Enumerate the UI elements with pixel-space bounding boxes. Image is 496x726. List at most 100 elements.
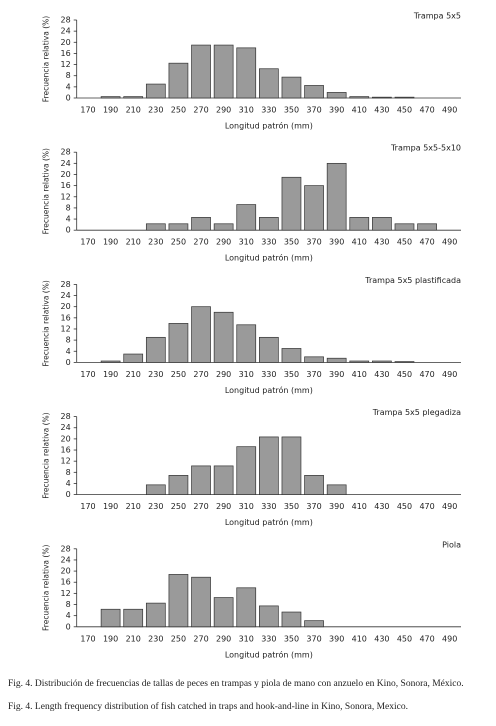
x-tick-label: 390 [329, 634, 344, 643]
y-tick-label: 24 [61, 27, 71, 36]
x-tick-label: 410 [352, 238, 367, 247]
y-tick-label: 20 [61, 38, 71, 47]
x-tick-label: 270 [193, 238, 208, 247]
y-tick-label: 8 [66, 336, 71, 345]
bar [349, 360, 370, 363]
x-axis-label: Longitud patrón (mm) [225, 121, 313, 131]
x-tick-label: 390 [329, 106, 344, 115]
x-tick-label: 230 [148, 238, 163, 247]
bar [281, 436, 302, 495]
y-tick-label: 12 [61, 324, 71, 333]
bar [259, 436, 279, 495]
x-axis-label: Longitud patrón (mm) [225, 253, 313, 263]
x-tick-label: 190 [103, 370, 118, 379]
bar [213, 44, 234, 99]
bar [236, 47, 257, 99]
bar [145, 223, 166, 231]
x-tick-label: 270 [193, 634, 208, 643]
y-tick-label: 16 [61, 181, 71, 190]
x-tick-label: 390 [329, 502, 344, 511]
bar [394, 361, 415, 363]
x-tick-label: 390 [329, 238, 344, 247]
x-tick-label: 230 [148, 502, 163, 511]
x-tick-label: 470 [419, 106, 434, 115]
x-tick-label: 370 [306, 370, 321, 379]
bar [326, 484, 347, 495]
x-tick-label: 450 [397, 370, 412, 379]
x-axis-label: Longitud patrón (mm) [225, 385, 313, 395]
x-tick-label: 210 [126, 238, 141, 247]
bar [168, 475, 189, 495]
bar [168, 62, 189, 99]
x-tick-label: 490 [442, 634, 457, 643]
x-tick-label: 210 [126, 634, 141, 643]
y-tick-label: 16 [61, 313, 71, 322]
y-tick-label: 8 [66, 600, 71, 609]
x-tick-label: 310 [239, 370, 254, 379]
y-tick-label: 12 [61, 60, 71, 69]
y-tick-label: 28 [61, 148, 71, 157]
x-tick-label: 270 [193, 502, 208, 511]
bar [100, 360, 121, 363]
bar [326, 357, 347, 363]
bar [191, 465, 211, 495]
y-tick-label: 20 [61, 567, 71, 576]
x-tick-label: 310 [239, 238, 254, 247]
chart-title: Trampa 5x5-5x10 [390, 144, 461, 153]
y-tick-label: 28 [61, 16, 71, 25]
x-tick-label: 210 [126, 370, 141, 379]
y-tick-label: 4 [66, 479, 71, 488]
x-tick-label: 470 [419, 502, 434, 511]
bar [213, 223, 234, 231]
x-tick-label: 490 [442, 106, 457, 115]
x-tick-label: 350 [284, 634, 299, 643]
x-tick-label: 210 [126, 502, 141, 511]
x-tick-label: 210 [126, 106, 141, 115]
y-tick-label: 0 [66, 358, 71, 367]
bar [100, 608, 121, 628]
y-tick-label: 24 [61, 555, 71, 564]
bar [236, 446, 257, 495]
x-tick-label: 270 [193, 106, 208, 115]
y-tick-label: 28 [61, 280, 71, 289]
bar [123, 608, 144, 628]
y-tick-label: 0 [66, 226, 71, 235]
y-tick-label: 4 [66, 215, 71, 224]
y-tick-label: 20 [61, 302, 71, 311]
x-tick-label: 470 [419, 370, 434, 379]
x-tick-label: 430 [374, 106, 389, 115]
bar [259, 605, 279, 628]
x-tick-label: 430 [374, 238, 389, 247]
x-tick-label: 490 [442, 502, 457, 511]
x-tick-label: 350 [284, 502, 299, 511]
x-tick-label: 190 [103, 238, 118, 247]
y-tick-label: 28 [61, 544, 71, 553]
x-tick-label: 470 [419, 634, 434, 643]
x-tick-label: 490 [442, 370, 457, 379]
y-axis-label: Frecuencia relativa (%) [42, 280, 51, 366]
y-tick-label: 16 [61, 49, 71, 58]
y-tick-label: 4 [66, 347, 71, 356]
x-tick-label: 370 [306, 106, 321, 115]
x-tick-label: 490 [442, 238, 457, 247]
bar [304, 620, 324, 628]
x-tick-label: 250 [171, 238, 186, 247]
x-tick-label: 170 [80, 634, 95, 643]
x-tick-label: 470 [419, 238, 434, 247]
x-tick-label: 410 [352, 634, 367, 643]
x-tick-label: 330 [261, 634, 276, 643]
x-tick-label: 230 [148, 634, 163, 643]
bar [213, 465, 234, 495]
bar [304, 85, 324, 99]
y-tick-label: 16 [61, 578, 71, 587]
bar [281, 611, 302, 628]
bar [168, 223, 189, 231]
x-tick-label: 370 [306, 238, 321, 247]
bar [417, 223, 437, 231]
x-tick-label: 230 [148, 106, 163, 115]
bar [213, 597, 234, 628]
bar [145, 602, 166, 628]
x-tick-label: 290 [216, 238, 231, 247]
bar [168, 323, 189, 363]
